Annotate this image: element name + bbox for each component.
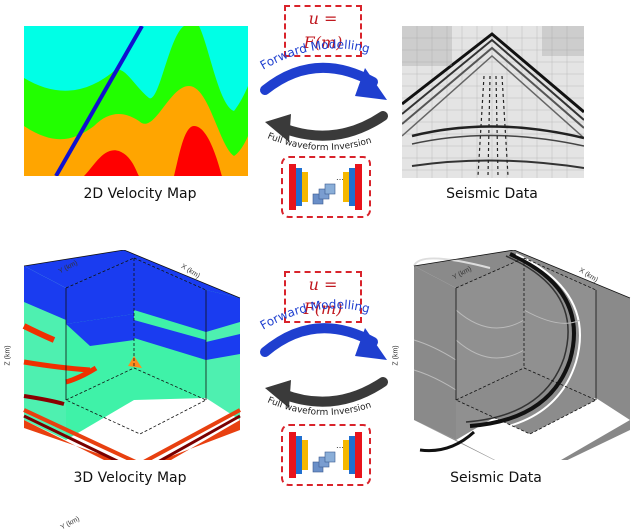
caption-seismic-data-top: Seismic Data bbox=[446, 186, 538, 202]
neural-network-icon: ⋯ bbox=[289, 432, 362, 478]
forward-modelling-arrow-bottom: Forward Modelling Full waveform Inversio… bbox=[258, 297, 388, 418]
equation-box-top: u = F(m) bbox=[284, 5, 362, 57]
seismic-shot-gather-image bbox=[401, 26, 585, 178]
caption-seismic-data-bottom: Seismic Data bbox=[450, 470, 542, 486]
caption-3d-velocity-map: 3D Velocity Map bbox=[73, 470, 187, 486]
svg-text:⋯: ⋯ bbox=[336, 443, 344, 452]
velocity-map-2d bbox=[24, 25, 248, 177]
neural-network-icon: ⋯ bbox=[289, 164, 362, 210]
seismic-data-3d bbox=[390, 249, 640, 478]
z-axis-label-3d-left: Z (km) bbox=[4, 345, 12, 366]
velocity-map-3d: Y (km) bbox=[0, 249, 250, 531]
seismic-data-2d bbox=[401, 26, 585, 178]
seismic-wavefield-cube-image bbox=[413, 249, 631, 478]
neural-network-box-top: ⋯ bbox=[281, 156, 371, 218]
equation-text: u = F(m) bbox=[303, 9, 343, 52]
svg-text:⋯: ⋯ bbox=[336, 175, 344, 184]
velocity-map-2d-image bbox=[24, 25, 248, 177]
equation-text: u = F(m) bbox=[303, 275, 343, 318]
forward-modelling-arrow-top: Forward Modelling Full waveform Inversio… bbox=[258, 37, 388, 153]
z-axis-label-3d-right: Z (km) bbox=[392, 345, 400, 366]
velocity-cube-3d-image bbox=[22, 249, 241, 478]
y-axis-label: Y (km) bbox=[59, 515, 81, 531]
neural-network-box-bottom: ⋯ bbox=[281, 424, 371, 486]
equation-box-bottom: u = F(m) bbox=[284, 271, 362, 323]
caption-2d-velocity-map: 2D Velocity Map bbox=[83, 186, 197, 202]
